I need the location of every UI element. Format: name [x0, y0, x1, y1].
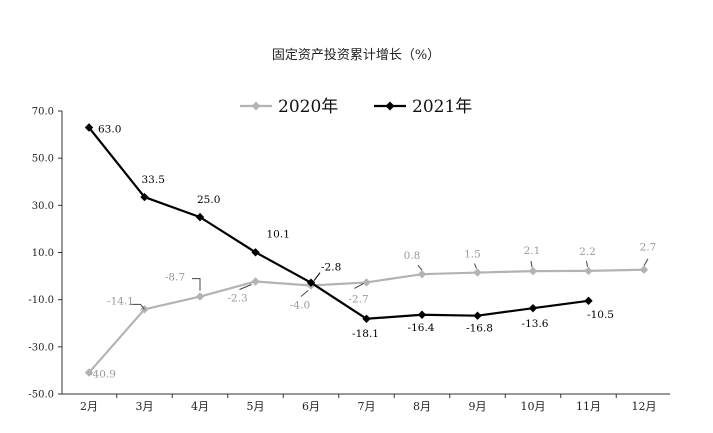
- data-point: [417, 269, 427, 279]
- label-leader: [417, 264, 423, 271]
- data-label: 10.1: [267, 228, 290, 240]
- label-leader: [192, 278, 201, 291]
- data-point: [528, 266, 538, 276]
- data-point: [584, 266, 593, 276]
- y-axis: 70.0 50.0 30.0 10.0 -10.0 -30.0 -50.0: [28, 107, 63, 401]
- data-point: [362, 278, 371, 287]
- legend-2021-label: 2021年: [412, 97, 472, 117]
- data-point: [584, 296, 593, 306]
- y-tick-label: 10.0: [32, 248, 54, 259]
- data-label: -16.4: [408, 322, 435, 334]
- y-tick-label: -30.0: [28, 342, 54, 353]
- data-label: 33.5: [142, 174, 165, 186]
- chart-title: 固定资产投资累计增长（%）: [272, 47, 440, 63]
- x-tick-label: 9月: [469, 400, 487, 413]
- legend-2021-marker: [385, 101, 395, 111]
- data-label: 2.1: [524, 245, 541, 257]
- data-label: -2.3: [227, 293, 247, 305]
- legend: 2020年 2021年: [240, 97, 472, 117]
- data-point: [140, 192, 149, 202]
- label-leader: [313, 272, 321, 281]
- label-leader: [586, 260, 588, 267]
- data-point: [362, 314, 371, 323]
- x-tick-label: 4月: [191, 400, 209, 413]
- legend-2020-marker: [251, 101, 261, 111]
- label-leader: [530, 261, 533, 268]
- data-point: [528, 303, 538, 313]
- data-point: [473, 268, 482, 277]
- data-label: -4.0: [290, 300, 310, 312]
- data-label: -18.1: [352, 328, 379, 340]
- label-leader: [474, 263, 477, 269]
- data-label: -14.1: [107, 295, 134, 307]
- data-label: -10.5: [587, 309, 614, 321]
- x-tick-label: 11月: [576, 400, 601, 413]
- data-label: -16.8: [466, 323, 493, 335]
- legend-box: [200, 82, 508, 134]
- data-point: [251, 248, 260, 257]
- x-tick-label: 7月: [358, 400, 376, 413]
- data-point: [84, 123, 94, 132]
- data-label: 2.7: [640, 242, 657, 254]
- data-point: [195, 212, 205, 222]
- data-label: 63.0: [98, 124, 121, 136]
- series: [84, 123, 649, 377]
- data-point: [639, 265, 649, 274]
- y-tick-label: 30.0: [32, 201, 54, 212]
- data-label: 1.5: [464, 249, 481, 261]
- label-leader: [300, 290, 309, 297]
- data-point: [195, 292, 205, 301]
- data-labels: -40.9 -14.1 -8.7 -2.3 -4.0 -2.7 0.8 1.5 2.1 2.2 2.…: [89, 124, 656, 381]
- legend-2020-label: 2020年: [278, 97, 338, 117]
- data-label: -2.8: [321, 262, 341, 274]
- x-tick-label: 2月: [80, 400, 98, 413]
- y-tick-label: 70.0: [32, 107, 54, 118]
- y-tick-label: -50.0: [28, 390, 54, 401]
- label-leader: [129, 303, 145, 310]
- label-leader: [354, 283, 364, 289]
- x-tick-label: 8月: [413, 400, 431, 413]
- data-point: [306, 278, 316, 287]
- label-leader: [643, 258, 649, 266]
- data-label: 0.8: [404, 250, 421, 262]
- y-tick-label: -10.0: [28, 295, 54, 306]
- data-point: [417, 310, 427, 319]
- data-point: [84, 368, 94, 377]
- data-label: 25.0: [197, 194, 220, 206]
- x-tick-label: 3月: [136, 400, 154, 413]
- x-tick-label: 10月: [521, 400, 546, 413]
- data-label: -8.7: [165, 272, 185, 284]
- series-line-1: [88, 126, 589, 320]
- x-tick-label: 5月: [247, 400, 265, 413]
- x-tick-label: 6月: [302, 400, 320, 413]
- y-tick-label: 50.0: [32, 154, 54, 165]
- data-label: -40.9: [89, 369, 116, 381]
- x-tick-label: 12月: [632, 400, 657, 413]
- data-label: -13.6: [522, 318, 549, 330]
- x-axis: 2月 3月 4月 5月 6月 7月 8月 9月 10月 11月 12月: [62, 393, 670, 413]
- data-point: [251, 277, 260, 286]
- data-label: 2.2: [579, 246, 596, 258]
- label-leader: [239, 284, 252, 290]
- data-label: -2.7: [348, 293, 368, 305]
- data-point: [473, 311, 482, 320]
